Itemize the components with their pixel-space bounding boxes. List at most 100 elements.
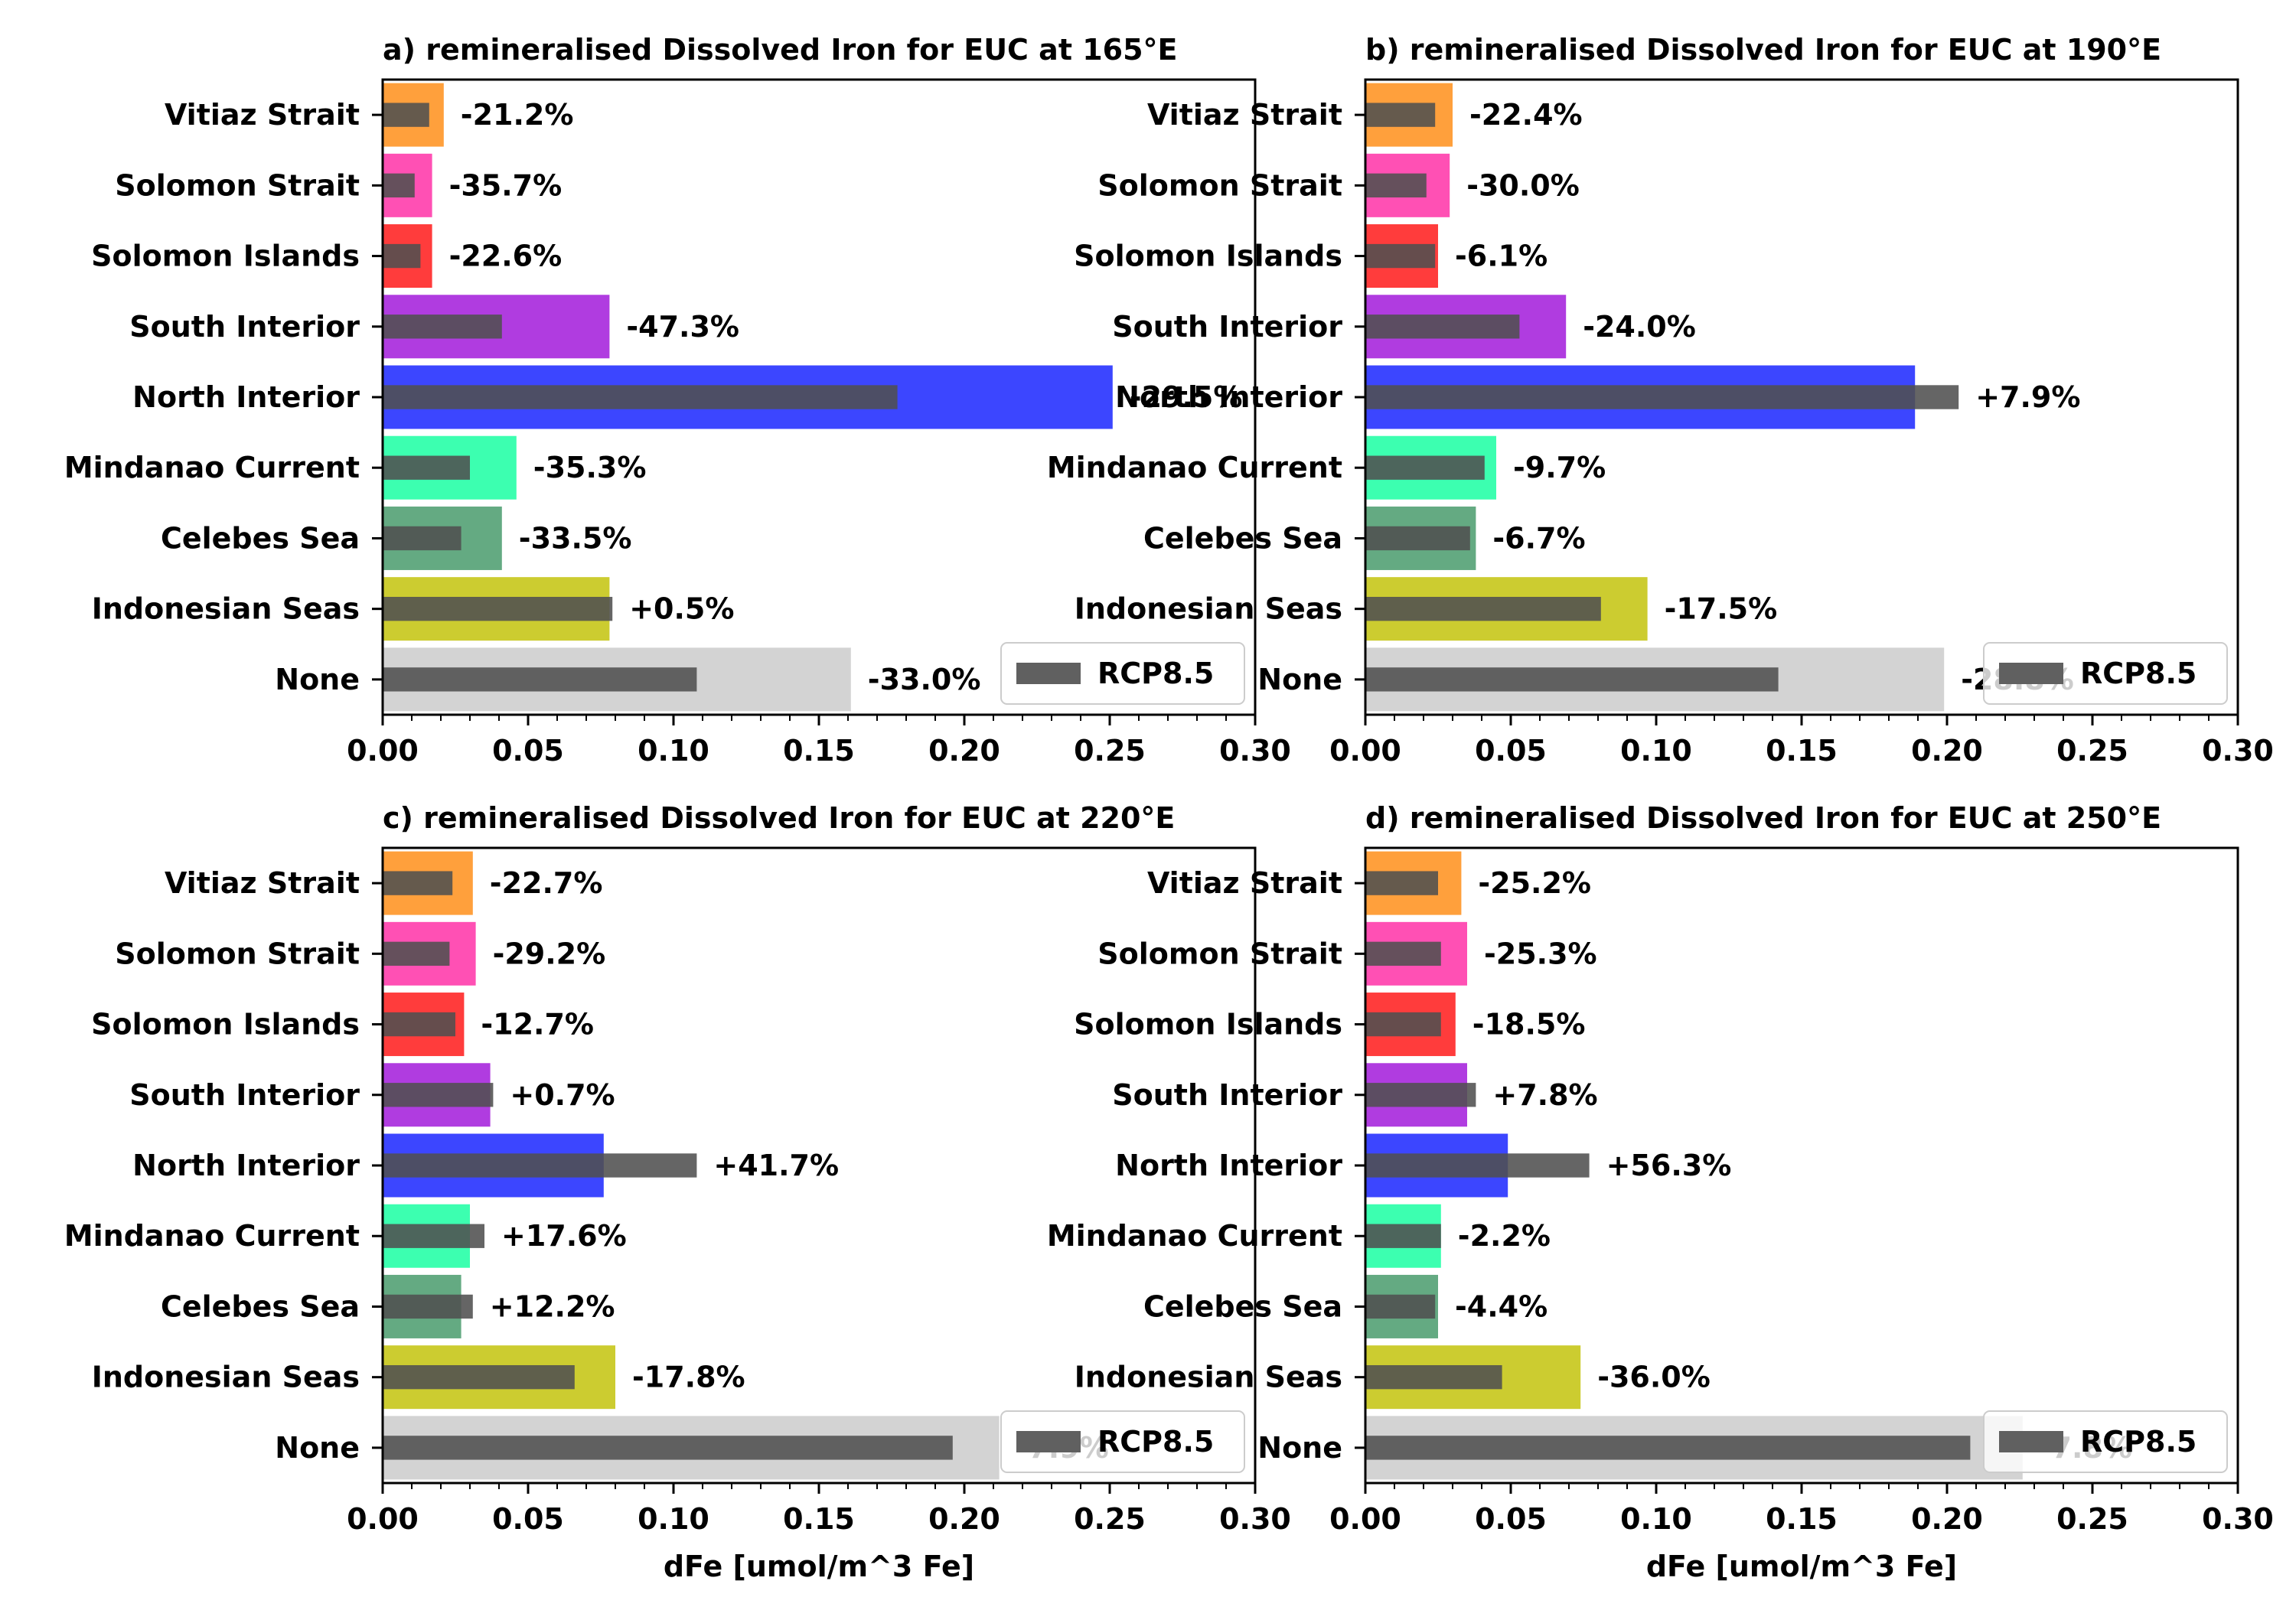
x-tick-label: 0.20 bbox=[1911, 734, 1983, 768]
chart-panel-4: d) remineralised Dissolved Iron for EUC … bbox=[1047, 801, 2274, 1583]
change-label: -6.1% bbox=[1455, 240, 1548, 273]
x-tick-label: 0.15 bbox=[1766, 734, 1838, 768]
bar-rcp85 bbox=[1365, 667, 1779, 692]
category-label: Indonesian Seas bbox=[92, 1361, 360, 1394]
change-label: +56.3% bbox=[1606, 1149, 1732, 1182]
bar-rcp85 bbox=[1365, 1012, 1441, 1037]
bar-rcp85 bbox=[383, 315, 502, 339]
category-label: Solomon Islands bbox=[91, 240, 360, 273]
x-tick-label: 0.25 bbox=[2056, 1502, 2128, 1536]
bar-rcp85 bbox=[383, 1153, 697, 1178]
x-tick-label: 0.25 bbox=[1074, 1502, 1146, 1536]
bar-rcp85 bbox=[383, 667, 697, 692]
bar-rcp85 bbox=[383, 871, 453, 895]
x-tick-label: 0.10 bbox=[1620, 1502, 1692, 1536]
bar-rcp85 bbox=[383, 526, 461, 551]
category-label: Solomon Islands bbox=[1074, 1008, 1342, 1041]
chart-panel-1: a) remineralised Dissolved Iron for EUC … bbox=[64, 33, 1291, 768]
bar-rcp85 bbox=[383, 173, 415, 198]
legend-box bbox=[1983, 642, 2228, 705]
bar-rcp85 bbox=[1365, 315, 1520, 339]
bar-rcp85 bbox=[383, 385, 898, 409]
category-label: Vitiaz Strait bbox=[165, 98, 360, 132]
change-label: -21.2% bbox=[461, 98, 574, 132]
x-axis-label: dFe [umol/m^3 Fe] bbox=[1646, 1550, 1957, 1583]
category-label: South Interior bbox=[1112, 1078, 1342, 1112]
x-axis-label: dFe [umol/m^3 Fe] bbox=[664, 1550, 974, 1583]
category-label: Celebes Sea bbox=[1143, 521, 1342, 555]
change-label: -17.8% bbox=[632, 1361, 745, 1394]
x-tick-label: 0.15 bbox=[1766, 1502, 1838, 1536]
legend-box bbox=[1000, 642, 1245, 705]
x-tick-label: 0.30 bbox=[2202, 1502, 2274, 1536]
bar-rcp85 bbox=[383, 941, 450, 966]
x-tick-label: 0.10 bbox=[1620, 734, 1692, 768]
change-label: -33.0% bbox=[868, 663, 981, 696]
chart-panel-2: b) remineralised Dissolved Iron for EUC … bbox=[1047, 33, 2274, 768]
legend: RCP8.5 bbox=[1983, 1410, 2228, 1473]
change-label: -9.7% bbox=[1513, 451, 1606, 484]
category-label: Solomon Islands bbox=[1074, 240, 1342, 273]
change-label: -47.3% bbox=[626, 310, 739, 344]
category-label: Indonesian Seas bbox=[1075, 592, 1342, 626]
bar-rcp85 bbox=[1365, 1083, 1476, 1107]
change-label: +0.7% bbox=[510, 1078, 615, 1112]
x-tick-label: 0.20 bbox=[928, 1502, 1000, 1536]
panel-title: c) remineralised Dissolved Iron for EUC … bbox=[383, 801, 1175, 835]
change-label: -30.0% bbox=[1466, 168, 1580, 202]
change-label: -12.7% bbox=[481, 1008, 594, 1041]
category-label: South Interior bbox=[1112, 310, 1342, 344]
category-label: South Interior bbox=[129, 1078, 360, 1112]
x-tick-label: 0.10 bbox=[638, 734, 709, 768]
legend-box bbox=[1983, 1410, 2228, 1473]
change-label: -29.2% bbox=[493, 937, 606, 970]
category-label: Solomon Islands bbox=[91, 1008, 360, 1041]
change-label: +12.2% bbox=[490, 1289, 615, 1323]
bar-rcp85 bbox=[383, 1012, 455, 1037]
category-label: Vitiaz Strait bbox=[165, 866, 360, 900]
change-label: +17.6% bbox=[501, 1219, 627, 1253]
legend: RCP8.5 bbox=[1983, 642, 2228, 705]
legend-swatch bbox=[1999, 663, 2063, 684]
category-label: Celebes Sea bbox=[161, 1289, 360, 1323]
bar-rcp85 bbox=[1365, 526, 1470, 551]
x-tick-label: 0.05 bbox=[1475, 734, 1547, 768]
change-label: -18.5% bbox=[1473, 1008, 1586, 1041]
category-label: Solomon Strait bbox=[115, 937, 360, 970]
bar-rcp85 bbox=[1365, 1294, 1436, 1319]
legend-label: RCP8.5 bbox=[2080, 1425, 2197, 1459]
change-label: -22.4% bbox=[1469, 98, 1583, 132]
category-label: None bbox=[275, 1431, 360, 1465]
x-tick-label: 0.30 bbox=[1219, 734, 1291, 768]
x-tick-label: 0.25 bbox=[2056, 734, 2128, 768]
legend: RCP8.5 bbox=[1000, 1410, 1245, 1473]
change-label: -2.2% bbox=[1458, 1219, 1551, 1253]
category-label: Celebes Sea bbox=[161, 521, 360, 555]
category-label: Indonesian Seas bbox=[1075, 1361, 1342, 1394]
legend-label: RCP8.5 bbox=[2080, 657, 2197, 690]
category-label: North Interior bbox=[1115, 1149, 1342, 1182]
change-label: +7.9% bbox=[1975, 380, 2080, 414]
legend-swatch bbox=[1016, 1431, 1081, 1452]
legend-swatch bbox=[1999, 1431, 2063, 1452]
category-label: South Interior bbox=[129, 310, 360, 344]
legend-swatch bbox=[1016, 663, 1081, 684]
change-label: -6.7% bbox=[1492, 521, 1585, 555]
bar-rcp85 bbox=[383, 1436, 953, 1460]
change-label: +7.8% bbox=[1492, 1078, 1597, 1112]
bar-rcp85 bbox=[1365, 103, 1436, 127]
change-label: -36.0% bbox=[1597, 1361, 1711, 1394]
category-label: None bbox=[1257, 1431, 1342, 1465]
bar-rcp85 bbox=[1365, 871, 1438, 895]
change-label: -25.3% bbox=[1484, 937, 1597, 970]
bar-rcp85 bbox=[1365, 941, 1441, 966]
category-label: North Interior bbox=[132, 380, 360, 414]
category-label: Mindanao Current bbox=[64, 451, 360, 484]
x-tick-label: 0.10 bbox=[638, 1502, 709, 1536]
chart-panel-3: c) remineralised Dissolved Iron for EUC … bbox=[64, 801, 1291, 1583]
category-label: Vitiaz Strait bbox=[1147, 866, 1342, 900]
category-label: Vitiaz Strait bbox=[1147, 98, 1342, 132]
bar-rcp85 bbox=[1365, 1153, 1590, 1178]
category-label: Solomon Strait bbox=[115, 168, 360, 202]
bar-rcp85 bbox=[383, 103, 429, 127]
